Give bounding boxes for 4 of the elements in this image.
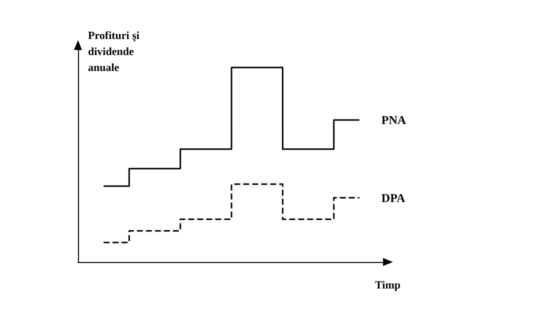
y-axis-title: Profituri şi dividende anuale: [88, 30, 140, 74]
series-label: DPA: [381, 190, 406, 205]
x-axis-title: Timp: [375, 280, 400, 292]
series-label: PNA: [381, 112, 406, 127]
